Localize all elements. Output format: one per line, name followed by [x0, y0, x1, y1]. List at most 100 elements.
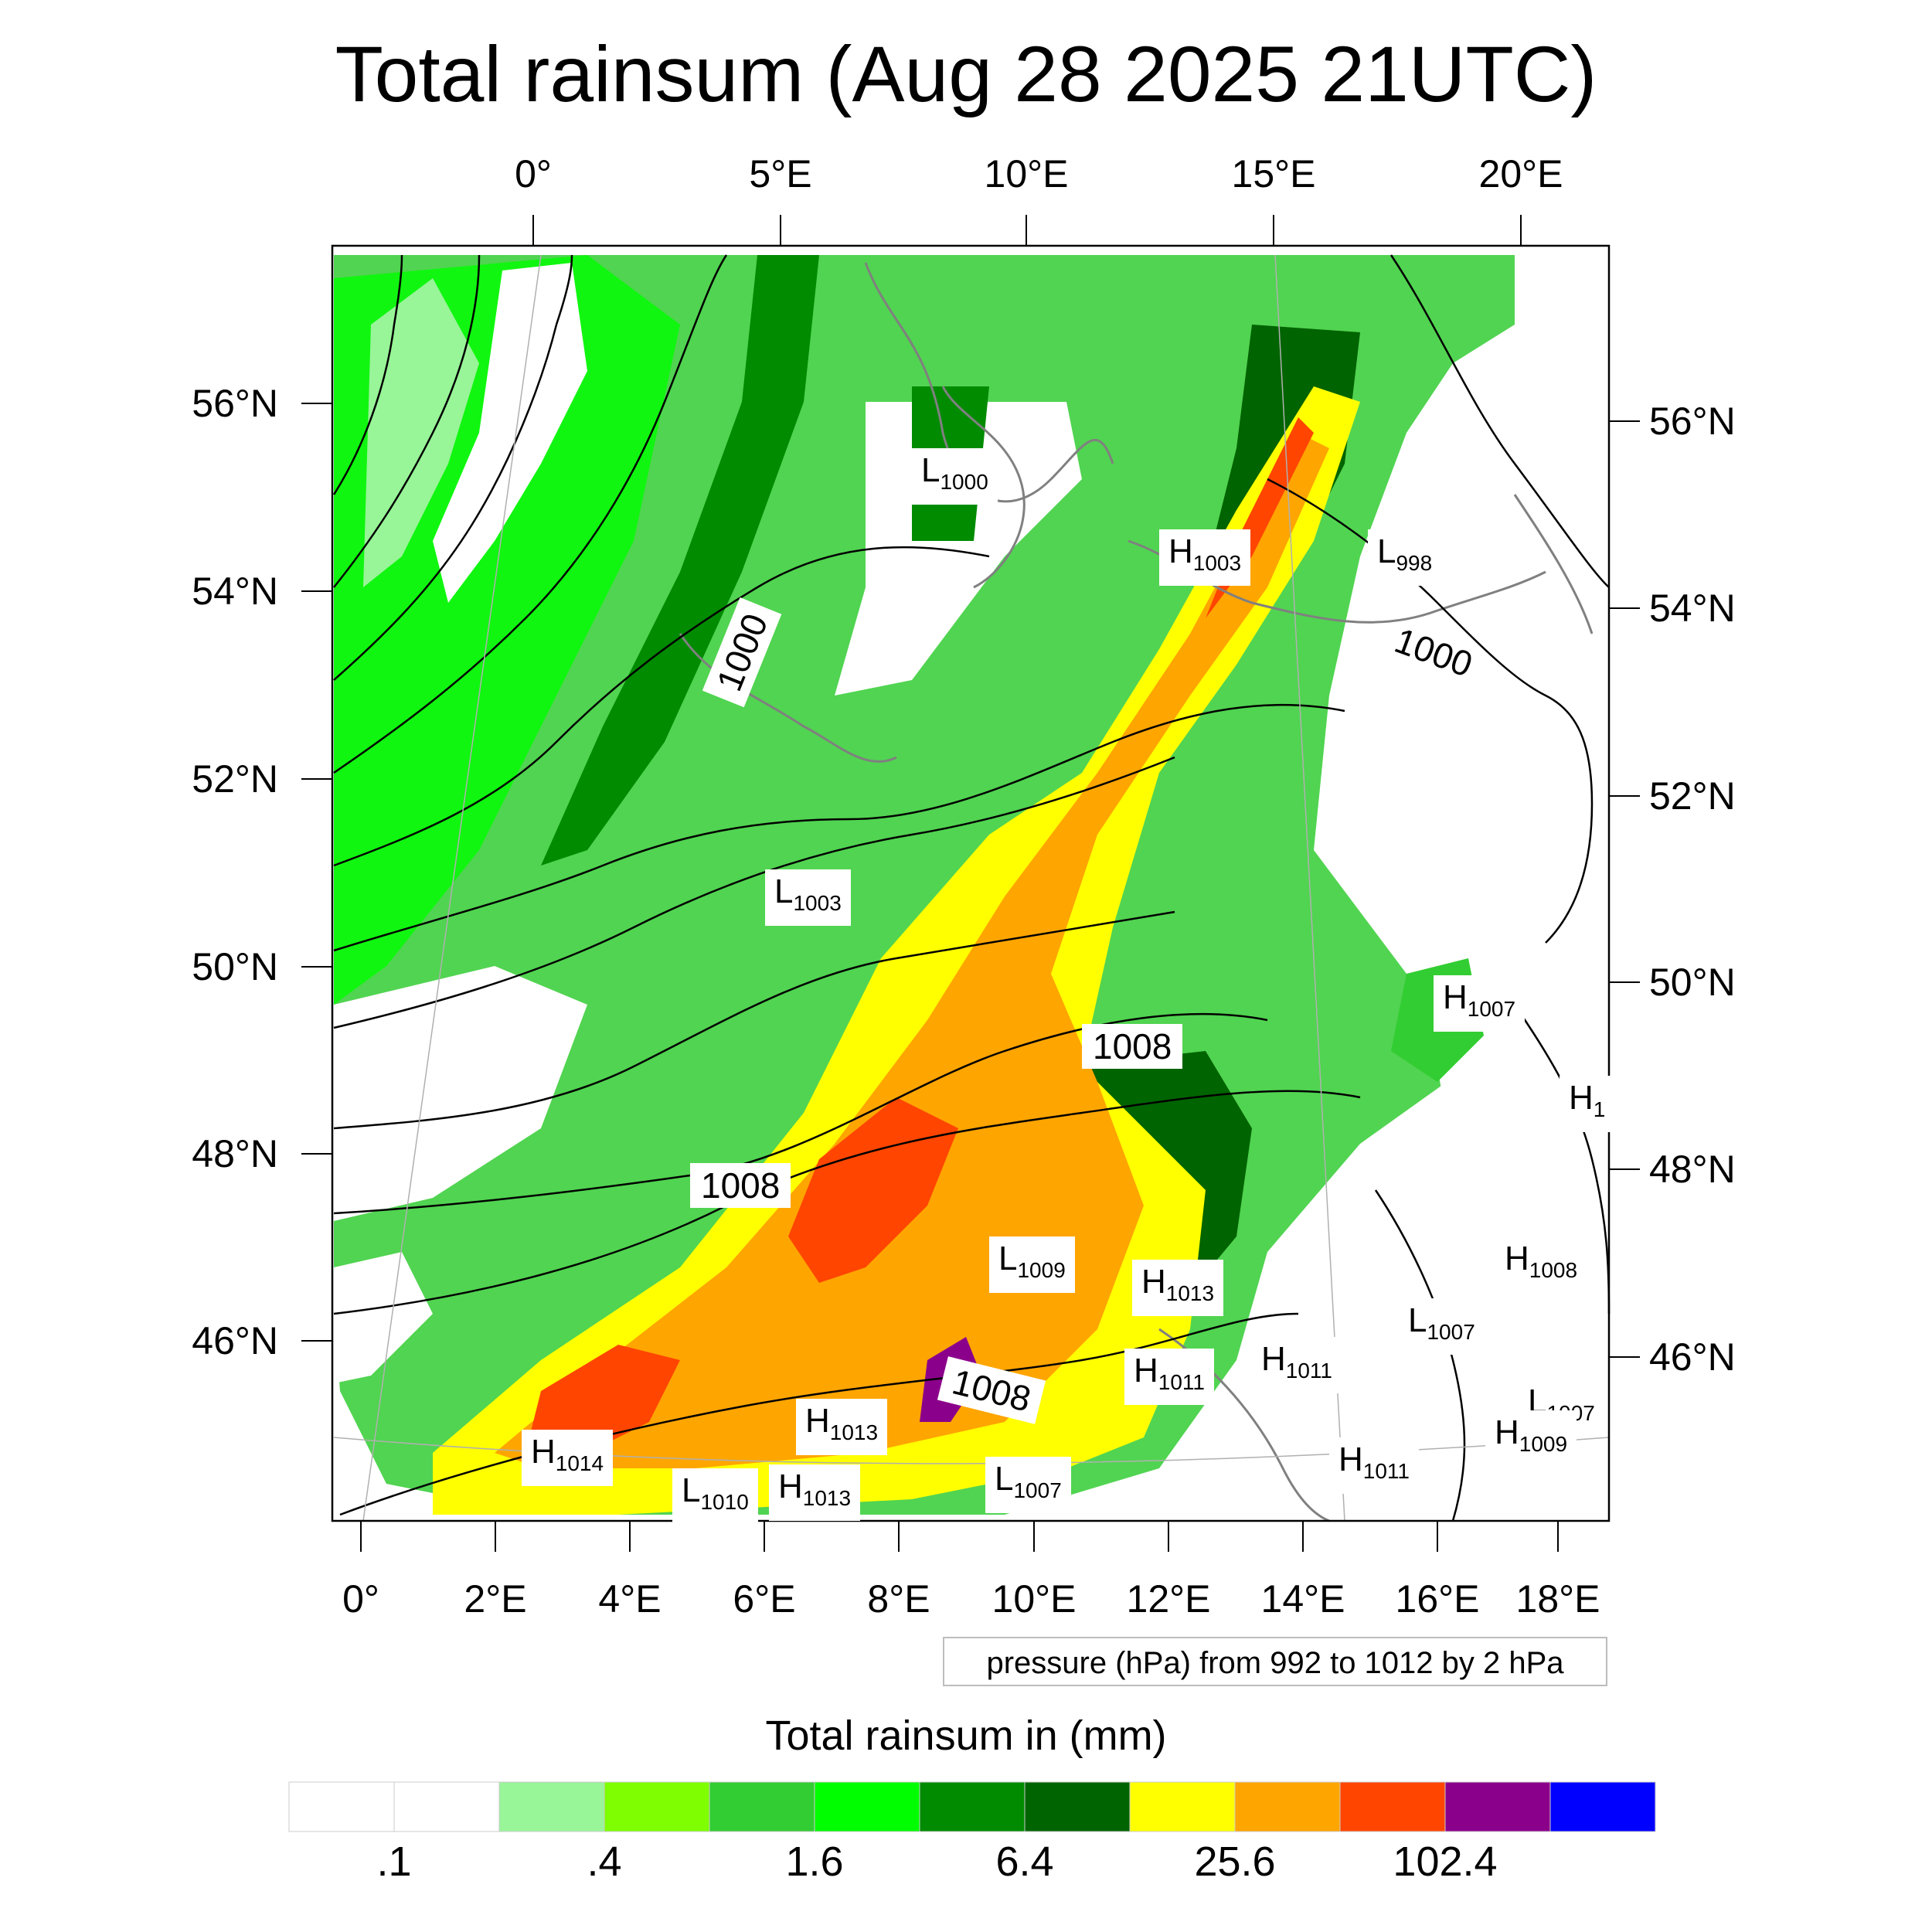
pressure-center-label: H1014: [522, 1430, 614, 1486]
colorbar-label: .1: [376, 1838, 412, 1885]
lon-bottom-tick: 14°E: [1260, 1577, 1345, 1621]
pressure-center-label: H1007: [1434, 975, 1526, 1032]
pressure-center-label: L1010: [672, 1468, 758, 1525]
isobar-11: [332, 254, 403, 495]
colorbar-label: 6.4: [995, 1838, 1054, 1885]
isobar-7: [333, 546, 990, 867]
lat-right-tick: 48°N: [1649, 1148, 1736, 1191]
isobar-4: [333, 910, 1175, 1130]
lon-top-tick: 10°E: [984, 152, 1069, 196]
isobar-1: [339, 1312, 1299, 1516]
map-title: Total rainsum (Aug 28 2025 21UTC): [335, 30, 1597, 118]
pressure-center-label: H1013: [796, 1399, 888, 1455]
pressure-center-label: H1011: [1329, 1437, 1419, 1494]
colorbar-label: .4: [587, 1838, 622, 1885]
contour-label: 1008: [690, 1163, 791, 1208]
pressure-center-label: L1007: [985, 1457, 1071, 1513]
isobar-3: [333, 1012, 1268, 1215]
colorbar-swatch: [1024, 1781, 1131, 1832]
lat-left-tick: 52°N: [192, 757, 278, 801]
rain-area-white-center: [835, 402, 1082, 696]
coastline-east: [1513, 494, 1594, 634]
tick-marks: [301, 215, 1640, 1552]
rain-band-dark-green-west: [541, 255, 819, 866]
colorbar-swatch: [604, 1781, 710, 1832]
lon-top-tick: 5°E: [749, 152, 812, 196]
pressure-center-label: H1: [1560, 1076, 1615, 1132]
lat-left-tick: 48°N: [192, 1132, 278, 1175]
isobar-5: [333, 756, 1175, 1029]
isobar-6: [333, 703, 1345, 952]
isobar-8: [333, 254, 728, 774]
contour-info-box: pressure (hPa) from 992 to 1012 by 2 hPa: [943, 1637, 1607, 1686]
pressure-center-label: L1007: [1399, 1298, 1485, 1355]
colorbar-swatch: [1234, 1781, 1341, 1832]
rain-area-white-east: [1345, 255, 1609, 1521]
coastline-dutch: [679, 633, 897, 763]
lat-left-tick: 50°N: [192, 945, 278, 988]
meridian-15e: [1274, 254, 1345, 1522]
colorbar-label: 25.6: [1194, 1838, 1276, 1885]
lon-bottom-tick: 4°E: [598, 1577, 662, 1621]
colorbar-swatch: [1339, 1781, 1446, 1832]
pressure-center-label: L1009: [989, 1236, 1075, 1293]
lon-bottom-tick: 16°E: [1395, 1577, 1480, 1621]
pressure-center-label: H1003: [1159, 529, 1251, 586]
colorbar-label: 1.6: [785, 1838, 844, 1885]
lat-right-tick: 50°N: [1649, 961, 1736, 1004]
lon-bottom-tick: 0°: [342, 1577, 379, 1621]
lon-top-tick: 0°: [515, 152, 552, 196]
pressure-center-label: H1013: [769, 1464, 861, 1521]
pressure-contours: [332, 254, 1611, 1522]
pressure-center-label: H1011: [1252, 1337, 1342, 1393]
colorbar-label: 102.4: [1393, 1838, 1498, 1885]
pressure-center-label: H1009: [1485, 1410, 1577, 1467]
isobar-12: [1389, 254, 1610, 588]
pressure-center-label: L1003: [765, 869, 851, 926]
colorbar-swatch: [288, 1781, 395, 1832]
map-border: [331, 244, 1611, 1522]
lon-bottom-tick: 2°E: [464, 1577, 527, 1621]
isobar-2: [333, 1090, 1361, 1315]
lat-left-tick: 56°N: [192, 382, 278, 425]
lat-left-tick: 54°N: [192, 570, 278, 613]
lat-left-tick: 46°N: [192, 1319, 278, 1362]
meridian-0: [362, 254, 542, 1522]
isobar-15: [1374, 1189, 1466, 1522]
colorbar-swatch: [814, 1781, 920, 1832]
contour-label: 1008: [1082, 1024, 1183, 1069]
rain-area-white-west: [334, 966, 587, 1221]
lon-top-tick: 20°E: [1478, 152, 1563, 196]
pressure-center-label: L1000: [912, 448, 998, 505]
colorbar-swatch: [919, 1781, 1026, 1832]
colorbar: [288, 1781, 1656, 1832]
colorbar-title: Total rainsum in (mm): [765, 1713, 1167, 1759]
colorbar-swatch: [393, 1781, 500, 1832]
lon-bottom-tick: 18°E: [1515, 1577, 1600, 1621]
rain-core-red-sw: [526, 1345, 680, 1453]
pressure-center-label: H1013: [1132, 1260, 1224, 1316]
lat-right-tick: 56°N: [1649, 400, 1736, 443]
pressure-center-label: H1011: [1124, 1349, 1214, 1405]
colorbar-swatch: [1444, 1781, 1551, 1832]
isobar-10: [333, 254, 481, 588]
colorbar-swatch: [709, 1781, 815, 1832]
lat-right-tick: 52°N: [1649, 774, 1736, 818]
colorbar-swatch: [498, 1781, 605, 1832]
lon-bottom-tick: 12°E: [1126, 1577, 1211, 1621]
pressure-center-label: H1008: [1495, 1236, 1587, 1293]
lon-top-tick: 15°E: [1231, 152, 1316, 196]
rain-area-white-sw: [334, 1252, 433, 1383]
isobar-9: [333, 254, 573, 681]
pressure-center-label: L998: [1368, 529, 1442, 586]
lat-right-tick: 46°N: [1649, 1335, 1736, 1379]
rain-core-red-south: [788, 1097, 958, 1283]
colorbar-swatch: [1549, 1781, 1656, 1832]
lon-bottom-tick: 8°E: [867, 1577, 930, 1621]
coastline-denmark: [941, 386, 1026, 589]
lat-right-tick: 54°N: [1649, 587, 1736, 630]
colorbar-swatch: [1129, 1781, 1236, 1832]
lon-bottom-tick: 10°E: [992, 1577, 1077, 1621]
